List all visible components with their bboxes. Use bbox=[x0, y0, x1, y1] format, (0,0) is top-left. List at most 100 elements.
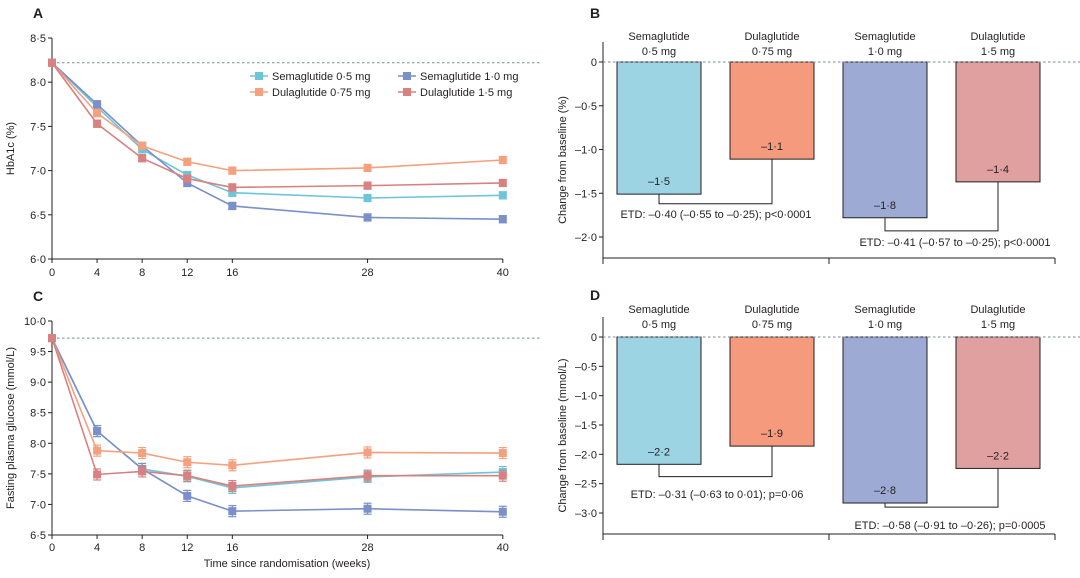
data-point bbox=[228, 201, 237, 210]
data-point bbox=[48, 334, 56, 343]
x-tick-label: 16 bbox=[226, 267, 238, 279]
data-point bbox=[228, 482, 237, 491]
panel-label: C bbox=[33, 288, 43, 304]
data-point bbox=[138, 449, 147, 458]
category-label-drug: Semaglutide bbox=[854, 304, 915, 316]
category-label-drug: Semaglutide bbox=[854, 31, 915, 43]
series-line bbox=[51, 337, 503, 467]
x-tick-label: 16 bbox=[226, 542, 238, 554]
data-point bbox=[498, 178, 507, 187]
y-tick-label: 8·5 bbox=[30, 33, 46, 45]
data-point bbox=[183, 491, 192, 500]
y-tick-label: –2·0 bbox=[575, 449, 597, 461]
x-tick-label: 40 bbox=[497, 542, 509, 554]
data-point bbox=[138, 141, 147, 150]
panel-label: A bbox=[33, 5, 43, 21]
data-point bbox=[363, 471, 372, 480]
bar-group: –2·2 Semaglutide 0·5 mg bbox=[616, 304, 702, 465]
bar bbox=[616, 61, 702, 195]
y-tick-label: 7·0 bbox=[30, 166, 46, 178]
bar-value-label: –1·9 bbox=[761, 428, 783, 440]
bar-value-label: –2·8 bbox=[874, 485, 896, 497]
y-tick-label: 10·0 bbox=[24, 316, 46, 328]
data-point bbox=[93, 470, 102, 479]
legend-marker bbox=[403, 72, 411, 80]
data-point bbox=[363, 194, 372, 203]
y-tick-label: 6·5 bbox=[30, 210, 46, 222]
data-point bbox=[93, 119, 102, 128]
panel-b: B –2·0 –1·5 –1·0 –0·5 0 Change from baseline (… bbox=[557, 5, 1080, 264]
category-label-dose: 1·5 mg bbox=[981, 319, 1015, 331]
legend-item: Dulaglutide 1·5 mg bbox=[398, 87, 512, 99]
category-label-drug: Dulaglutide bbox=[970, 31, 1025, 43]
legend-item: Semaglutide 0·5 mg bbox=[250, 71, 370, 83]
bar-group: –2·8 Semaglutide 1·0 mg bbox=[842, 304, 928, 504]
y-tick-label: 7·5 bbox=[30, 469, 46, 481]
y-tick-label: 0 bbox=[591, 332, 597, 344]
panel-d: D –3·0 –2·5 –2·0 –1·5 –1·0 –0·5 0 Change from ba… bbox=[557, 287, 1080, 540]
x-tick-label: 4 bbox=[94, 267, 100, 279]
comparison-bracket bbox=[884, 181, 999, 232]
data-point bbox=[183, 178, 192, 187]
data-point bbox=[138, 467, 147, 476]
y-tick-label: 9·5 bbox=[30, 347, 46, 359]
panel-label: D bbox=[590, 287, 600, 303]
category-label-dose: 1·0 mg bbox=[868, 319, 902, 331]
y-tick-label: 6·0 bbox=[30, 254, 46, 266]
x-tick-label: 8 bbox=[139, 542, 145, 554]
bar-value-label: –1·1 bbox=[761, 141, 783, 153]
bar-group: –1·8 Semaglutide 1·0 mg bbox=[842, 31, 928, 219]
series-2 bbox=[48, 334, 507, 472]
bar-value-label: –1·5 bbox=[648, 176, 670, 188]
x-tick-label: 8 bbox=[139, 267, 145, 279]
data-point bbox=[363, 181, 372, 190]
legend-marker bbox=[255, 72, 263, 80]
bar-group: –1·1 Dulaglutide 0·75 mg bbox=[729, 31, 815, 160]
panel-label: B bbox=[590, 5, 600, 21]
series-line bbox=[51, 337, 503, 487]
category-label-dose: 0·5 mg bbox=[642, 46, 676, 58]
category-label-drug: Dulaglutide bbox=[744, 304, 799, 316]
x-axis-label: Time since randomisation (weeks) bbox=[204, 558, 370, 570]
y-tick-label: –1·5 bbox=[575, 420, 597, 432]
y-tick-label: 7·5 bbox=[30, 121, 46, 133]
data-point bbox=[183, 157, 192, 166]
data-point bbox=[93, 427, 102, 436]
legend-marker bbox=[255, 88, 263, 96]
category-label-dose: 0·75 mg bbox=[752, 319, 792, 331]
x-tick-label: 12 bbox=[181, 542, 193, 554]
bar bbox=[842, 61, 928, 219]
series-3 bbox=[48, 58, 507, 192]
x-tick-label: 40 bbox=[497, 267, 509, 279]
series-line bbox=[51, 337, 503, 489]
category-label-drug: Semaglutide bbox=[628, 31, 689, 43]
y-axis-label: HbA1c (%) bbox=[5, 122, 17, 175]
y-tick-label: –1·0 bbox=[575, 145, 597, 157]
data-point bbox=[93, 109, 102, 118]
data-point bbox=[48, 58, 56, 67]
x-tick-label: 28 bbox=[361, 542, 373, 554]
data-point bbox=[93, 446, 102, 455]
y-tick-label: 8·0 bbox=[30, 77, 46, 89]
series-3 bbox=[48, 334, 507, 493]
bar-value-label: –2·2 bbox=[648, 446, 670, 458]
x-tick-label: 0 bbox=[49, 267, 55, 279]
y-tick-label: –2·5 bbox=[575, 479, 597, 491]
data-point bbox=[498, 155, 507, 164]
bar-group: –1·5 Semaglutide 0·5 mg bbox=[616, 31, 702, 195]
bar bbox=[616, 336, 702, 465]
series-line bbox=[51, 337, 503, 513]
category-label-dose: 0·75 mg bbox=[752, 46, 792, 58]
data-point bbox=[498, 507, 507, 516]
category-label-drug: Dulaglutide bbox=[970, 304, 1025, 316]
x-tick-label: 28 bbox=[361, 267, 373, 279]
y-axis-label: Fasting plasma glucose (mmol/L) bbox=[5, 347, 17, 509]
y-tick-label: –2·0 bbox=[575, 232, 597, 244]
bar bbox=[955, 336, 1041, 469]
category-label-drug: Dulaglutide bbox=[744, 31, 799, 43]
y-tick-label: –1·0 bbox=[575, 391, 597, 403]
y-axis-label: Change from baseline (mmol/L) bbox=[557, 358, 569, 512]
y-tick-label: 7·0 bbox=[30, 499, 46, 511]
data-point bbox=[363, 163, 372, 172]
bar-group: –1·4 Dulaglutide 1·5 mg bbox=[955, 31, 1041, 183]
